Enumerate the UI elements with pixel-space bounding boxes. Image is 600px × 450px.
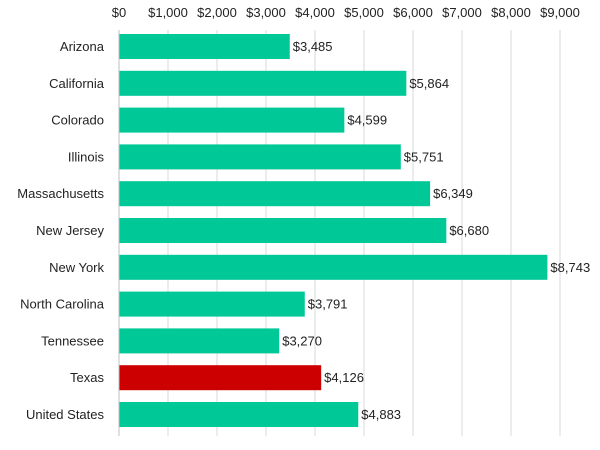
category-label: Illinois xyxy=(68,149,105,164)
x-tick-label: $5,000 xyxy=(344,5,384,20)
data-label: $6,349 xyxy=(433,186,473,201)
x-tick-label: $8,000 xyxy=(491,5,531,20)
bars xyxy=(119,34,548,427)
category-label: United States xyxy=(26,407,105,422)
data-label: $3,270 xyxy=(282,333,322,348)
category-label: Arizona xyxy=(60,39,105,54)
bar-north-carolina xyxy=(119,291,305,317)
x-tick-label: $2,000 xyxy=(197,5,237,20)
x-tick-label: $9,000 xyxy=(540,5,580,20)
bar-new-york xyxy=(119,254,548,280)
bar-colorado xyxy=(119,107,345,133)
category-label: Texas xyxy=(70,370,104,385)
data-label: $3,485 xyxy=(293,39,333,54)
category-label: Tennessee xyxy=(41,333,104,348)
category-label: New Jersey xyxy=(36,223,104,238)
x-tick-label: $3,000 xyxy=(246,5,286,20)
data-label: $5,751 xyxy=(404,149,444,164)
data-labels: $3,485 $5,864 $4,599 $5,751 $6,349 $6,680 $8,7… xyxy=(282,39,590,422)
category-label: Massachusetts xyxy=(17,186,104,201)
data-label: $4,599 xyxy=(347,113,387,128)
data-label: $8,743 xyxy=(550,260,590,275)
bar-new-jersey xyxy=(119,218,447,243)
bar-massachusetts xyxy=(119,181,431,207)
data-label: $6,680 xyxy=(449,223,489,238)
bar-california xyxy=(119,70,407,96)
category-label: New York xyxy=(49,260,104,275)
bar-texas xyxy=(119,365,322,391)
x-tick-label: $7,000 xyxy=(442,5,482,20)
category-label: Colorado xyxy=(51,113,104,128)
category-label: North Carolina xyxy=(20,297,105,312)
category-labels: Arizona California Colorado Illinois Massach… xyxy=(17,39,104,422)
bar-arizona xyxy=(119,34,290,59)
x-tick-label: $0 xyxy=(112,5,126,20)
bar-united-states xyxy=(119,402,359,427)
category-label: California xyxy=(49,76,105,91)
data-label: $4,126 xyxy=(324,370,364,385)
bar-tennessee xyxy=(119,328,280,354)
data-label: $3,791 xyxy=(308,297,348,312)
x-tick-label: $4,000 xyxy=(295,5,335,20)
x-axis-tick-labels: $0 $1,000 $2,000 $3,000 $4,000 $5,000 $6,000 $7… xyxy=(112,5,580,20)
data-label: $4,883 xyxy=(361,407,401,422)
x-tick-label: $6,000 xyxy=(393,5,433,20)
x-tick-label: $1,000 xyxy=(148,5,188,20)
bar-illinois xyxy=(119,144,401,170)
data-label: $5,864 xyxy=(409,76,449,91)
